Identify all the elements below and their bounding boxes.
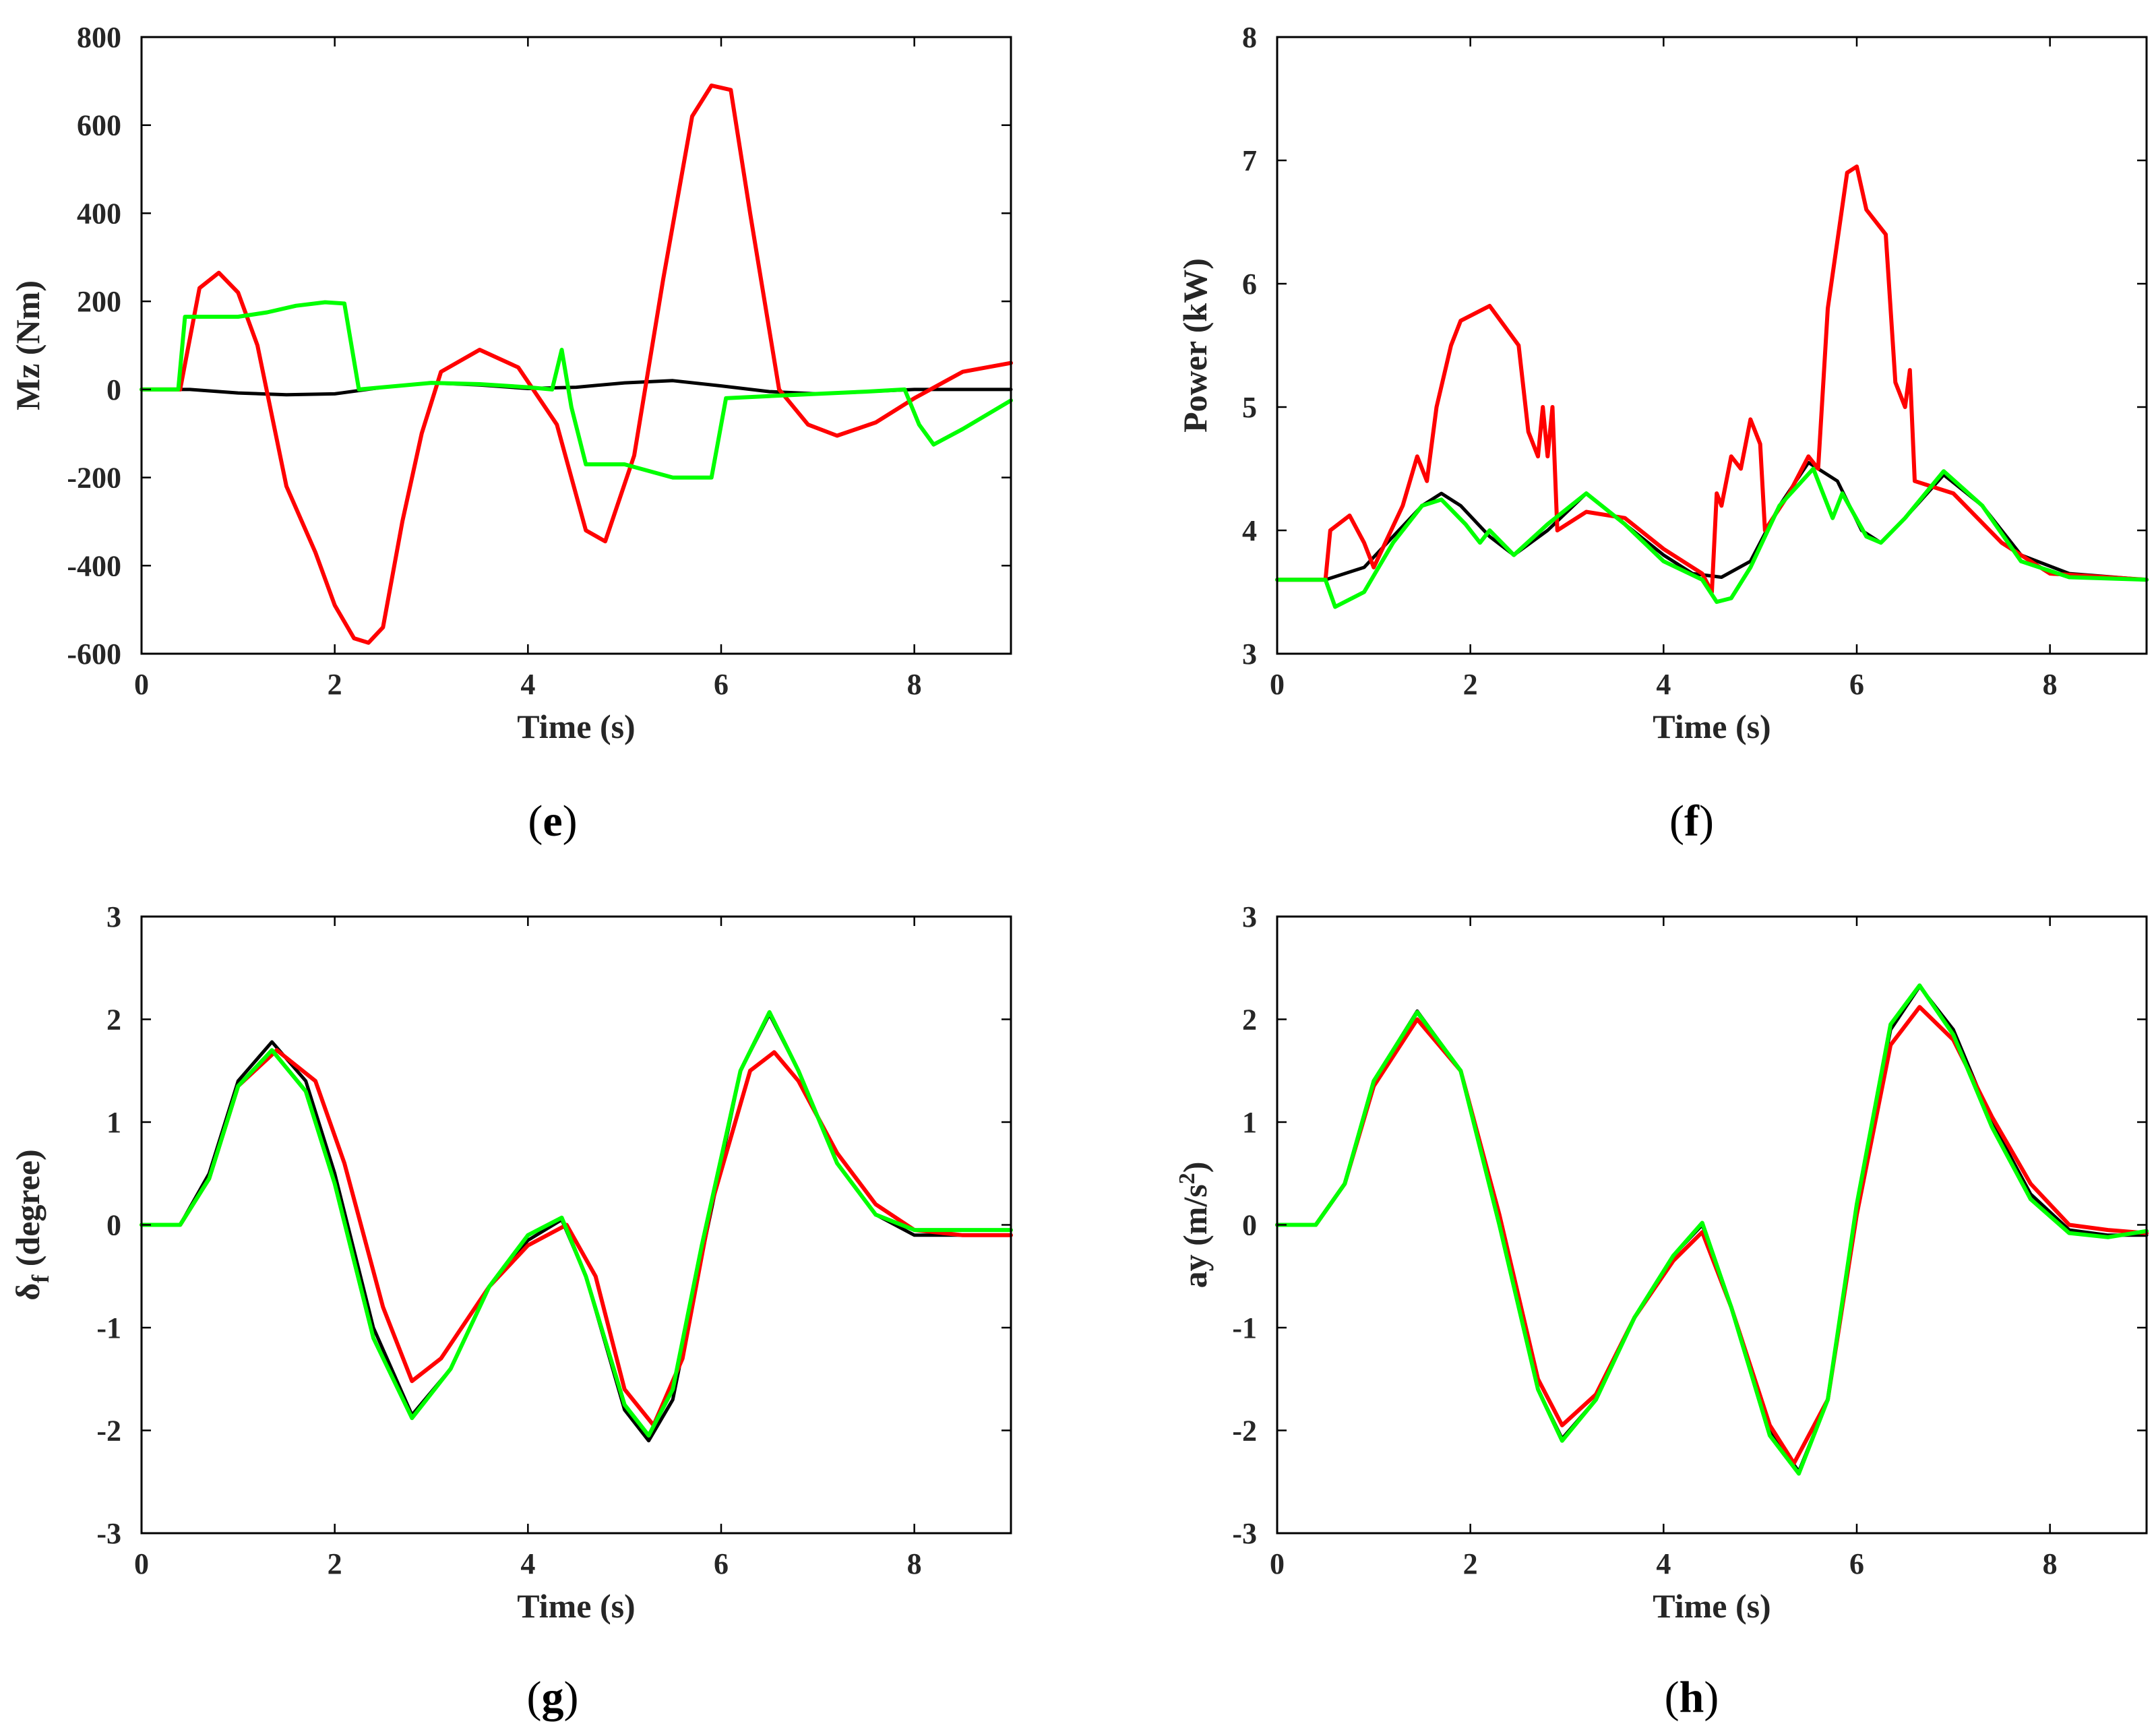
y-tick-label: 400 [77,197,121,230]
series-line-green [140,1010,1013,1438]
x-tick-label: 2 [1463,668,1478,701]
y-tick-label: -600 [67,638,121,671]
x-tick-label: 0 [1270,1547,1285,1580]
panel-label-letter: h [1680,1673,1704,1722]
y-axis-label-rest: ) [1176,1162,1214,1173]
panel-label-open: ( [527,1673,542,1722]
panel-label: (e) [528,797,577,846]
y-tick-label: 4 [1242,514,1257,547]
y-tick-label: -2 [96,1415,121,1448]
x-tick-label: 2 [1463,1547,1478,1580]
x-tick-label: 0 [1270,668,1285,701]
series-line-green [140,300,1013,480]
axes-frame [1276,36,2148,655]
panel-label: (h) [1665,1673,1719,1722]
y-axis-label-main: ay (m/s [1176,1184,1214,1288]
y-tick-label: -2 [1232,1415,1257,1448]
y-axis-label: Power (kW) [1176,258,1214,433]
y-tick-label: 3 [1242,900,1257,933]
panel-label-letter: f [1684,797,1700,846]
y-tick-label: -400 [67,549,121,582]
y-tick-label: 0 [106,373,121,406]
series-line-black [1275,985,2149,1473]
x-tick-label: 4 [1656,1547,1671,1580]
x-tick-label: 6 [1849,1547,1864,1580]
x-tick-label: 8 [907,668,922,701]
y-tick-label: -200 [67,462,121,495]
panel-g: 0 2 4 6 8 -3 -2 -1 0 1 2 3 Time (s) δf (degree) (g) [9,900,1013,1722]
y-tick-label: 8 [1242,21,1257,54]
panel-e: 0 2 4 6 8 -600 -400 -200 0 200 400 600 800 Time (s) Mz… [9,21,1013,846]
x-tick-label: 0 [134,1547,149,1580]
x-tick-label: 2 [328,1547,342,1580]
x-axis-label: Time (s) [517,1587,635,1625]
series-line-green [1275,466,2149,609]
panel-label-open: ( [1665,1673,1680,1722]
x-tick-label: 8 [2043,668,2058,701]
axes-frame [1276,915,2148,1535]
x-tick-label: 0 [134,668,149,701]
panel-label-open: ( [528,797,543,846]
x-tick-label: 8 [907,1547,922,1580]
x-tick-label: 4 [520,1547,535,1580]
axes-frame [140,36,1012,655]
panel-label-close: ) [1704,1673,1719,1722]
y-axis-label-main: δ [9,1283,47,1301]
panel-label-close: ) [564,1673,579,1722]
panel-f: 0 2 4 6 8 3 4 5 6 7 8 Time (s) Power (kW) (f) [1176,21,2149,846]
x-axis-label: Time (s) [1653,708,1770,745]
series-line-red [140,1048,1013,1427]
y-tick-label: 600 [77,109,121,142]
y-tick-label: 5 [1242,391,1257,424]
y-tick-label: -3 [96,1517,121,1550]
y-axis-label-superscript: 2 [1175,1173,1200,1184]
y-tick-label: -3 [1232,1517,1257,1550]
y-tick-label: 2 [1242,1003,1257,1037]
y-axis-label: ay (m/s2) [1175,1162,1214,1289]
y-tick-label: 200 [77,285,121,318]
y-tick-label: 1 [106,1106,121,1139]
y-axis-label: Mz (Nm) [9,280,47,410]
axes-frame [140,915,1012,1535]
y-tick-label: 1 [1242,1106,1257,1139]
series-line-green [1275,983,2149,1476]
y-axis-label-rest: (degree) [9,1149,47,1274]
x-axis-label: Time (s) [1653,1587,1770,1625]
panel-label-close: ) [563,797,578,846]
y-tick-label: 3 [106,900,121,933]
panel-label: (g) [527,1673,579,1722]
panel-label-letter: e [543,797,562,846]
x-tick-label: 2 [328,668,342,701]
y-tick-label: 0 [1242,1209,1257,1242]
panel-label: (f) [1669,797,1714,846]
x-tick-label: 6 [714,668,729,701]
x-tick-label: 4 [520,668,535,701]
y-axis-label-subscript: f [27,1274,54,1283]
panel-label-close: ) [1699,797,1714,846]
panel-label-open: ( [1669,797,1684,846]
y-tick-label: 800 [77,21,121,54]
x-tick-label: 6 [1849,668,1864,701]
series-line-red [1275,1005,2149,1466]
y-tick-label: 7 [1242,144,1257,177]
series-line-red [1275,164,2149,594]
y-tick-label: -1 [96,1311,121,1344]
y-tick-label: 0 [106,1209,121,1242]
y-tick-label: 3 [1242,638,1257,671]
y-tick-label: 2 [106,1003,121,1037]
series-line-black [140,1012,1013,1443]
y-tick-label: -1 [1232,1311,1257,1344]
x-tick-label: 6 [714,1547,729,1580]
panel-label-letter: g [542,1673,564,1722]
series-line-red [140,83,1013,645]
x-tick-label: 4 [1656,668,1671,701]
x-tick-label: 8 [2043,1547,2058,1580]
y-axis-label: δf (degree) [9,1149,54,1300]
y-tick-label: 6 [1242,268,1257,301]
x-axis-label: Time (s) [517,708,635,745]
